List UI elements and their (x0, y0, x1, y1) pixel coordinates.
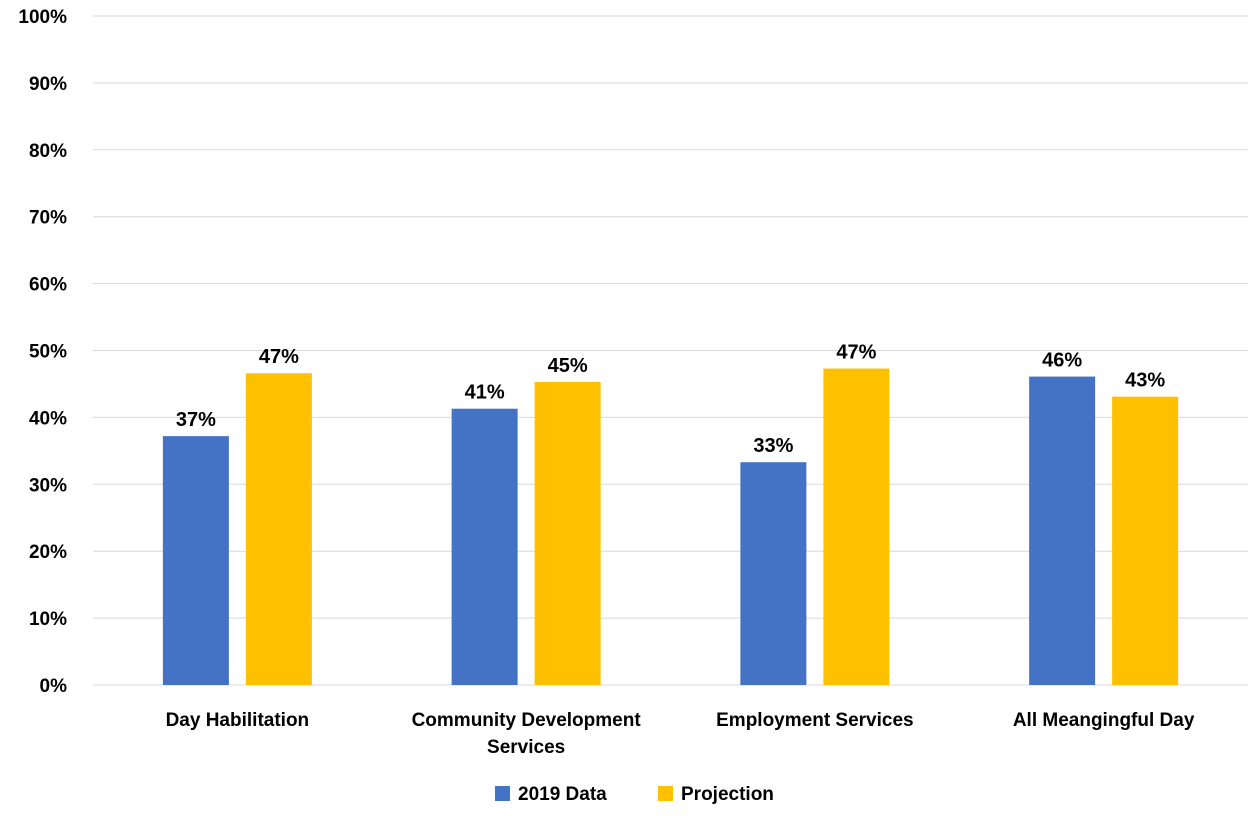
bar-series-1 (162, 436, 229, 685)
data-label: 47% (836, 342, 876, 364)
data-label: 47% (259, 346, 299, 368)
data-labels: 37% 47% 41% 45% 33% 47% 46% 43% (176, 342, 1165, 458)
bar-series-2 (534, 381, 601, 685)
category-label: Employment Services (716, 710, 913, 731)
y-tick-label: 100% (18, 7, 67, 28)
y-tick-label: 80% (29, 141, 67, 162)
bar-series-2 (1112, 396, 1179, 685)
bar-series-1 (740, 462, 807, 685)
bar-series-1 (451, 408, 518, 685)
bar-series-2 (823, 368, 890, 685)
data-label: 45% (548, 355, 588, 377)
data-label: 33% (753, 435, 793, 457)
data-label: 46% (1042, 350, 1082, 372)
y-tick-label: 10% (29, 609, 67, 630)
y-tick-label: 40% (29, 408, 67, 429)
legend-swatch (658, 786, 673, 801)
y-tick-label: 90% (29, 74, 67, 95)
y-axis-tick-labels: 0% 10% 20% 30% 40% 50% 60% 70% 80% 90% 100% (18, 7, 67, 697)
legend-label: 2019 Data (518, 784, 607, 805)
category-label: Services (487, 737, 565, 758)
bar-series-1 (1029, 376, 1096, 685)
data-label: 37% (176, 409, 216, 431)
bars (162, 368, 1179, 685)
y-tick-label: 30% (29, 475, 67, 496)
data-label: 43% (1125, 370, 1165, 392)
category-label: All Meangingful Day (1013, 710, 1195, 731)
legend-label: Projection (681, 784, 774, 805)
y-tick-label: 0% (40, 676, 68, 697)
y-tick-label: 60% (29, 275, 67, 296)
y-tick-label: 20% (29, 542, 67, 563)
data-label: 41% (465, 382, 505, 404)
y-tick-label: 70% (29, 208, 67, 229)
bar-series-2 (245, 373, 312, 685)
category-label: Community Development (412, 710, 642, 731)
y-tick-label: 50% (29, 342, 67, 363)
category-label: Day Habilitation (166, 710, 310, 731)
legend: 2019 Data Projection (495, 784, 774, 805)
x-axis-category-labels: Day Habilitation Community Development Ser… (166, 710, 1195, 758)
legend-swatch (495, 786, 510, 801)
